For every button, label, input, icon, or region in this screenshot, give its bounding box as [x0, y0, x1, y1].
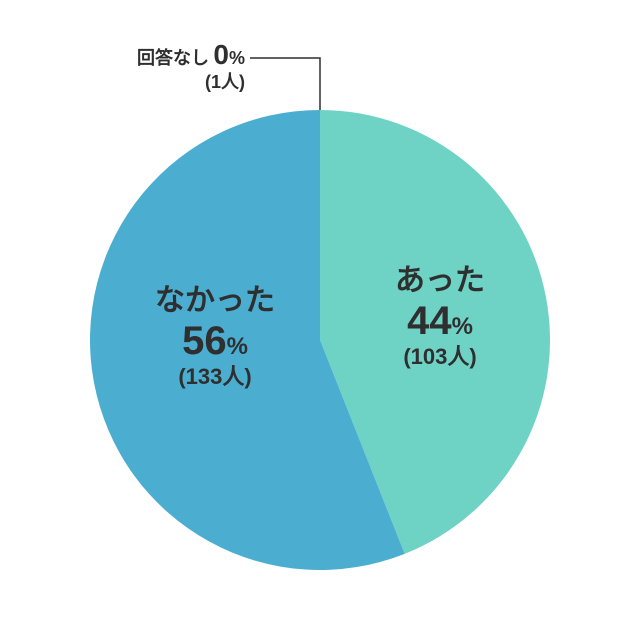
callout-label-line: 回答なし 0% [137, 39, 245, 70]
slice-no-count: (133人) [178, 364, 251, 389]
pie-slices [90, 110, 550, 570]
pie-chart: あった 44% (103人) なかった 56% (133人) 回答なし 0% (… [0, 0, 640, 640]
slice-yes-count: (103人) [403, 344, 476, 369]
callout-leader-line [250, 58, 320, 110]
callout-count: (1人) [205, 72, 245, 92]
callout-no-answer: 回答なし 0% (1人) [137, 39, 320, 110]
slice-no-label: なかった [155, 284, 275, 317]
slice-yes-label: あった [395, 264, 485, 297]
slice-label-yes: あった 44% (103人) [395, 264, 485, 369]
